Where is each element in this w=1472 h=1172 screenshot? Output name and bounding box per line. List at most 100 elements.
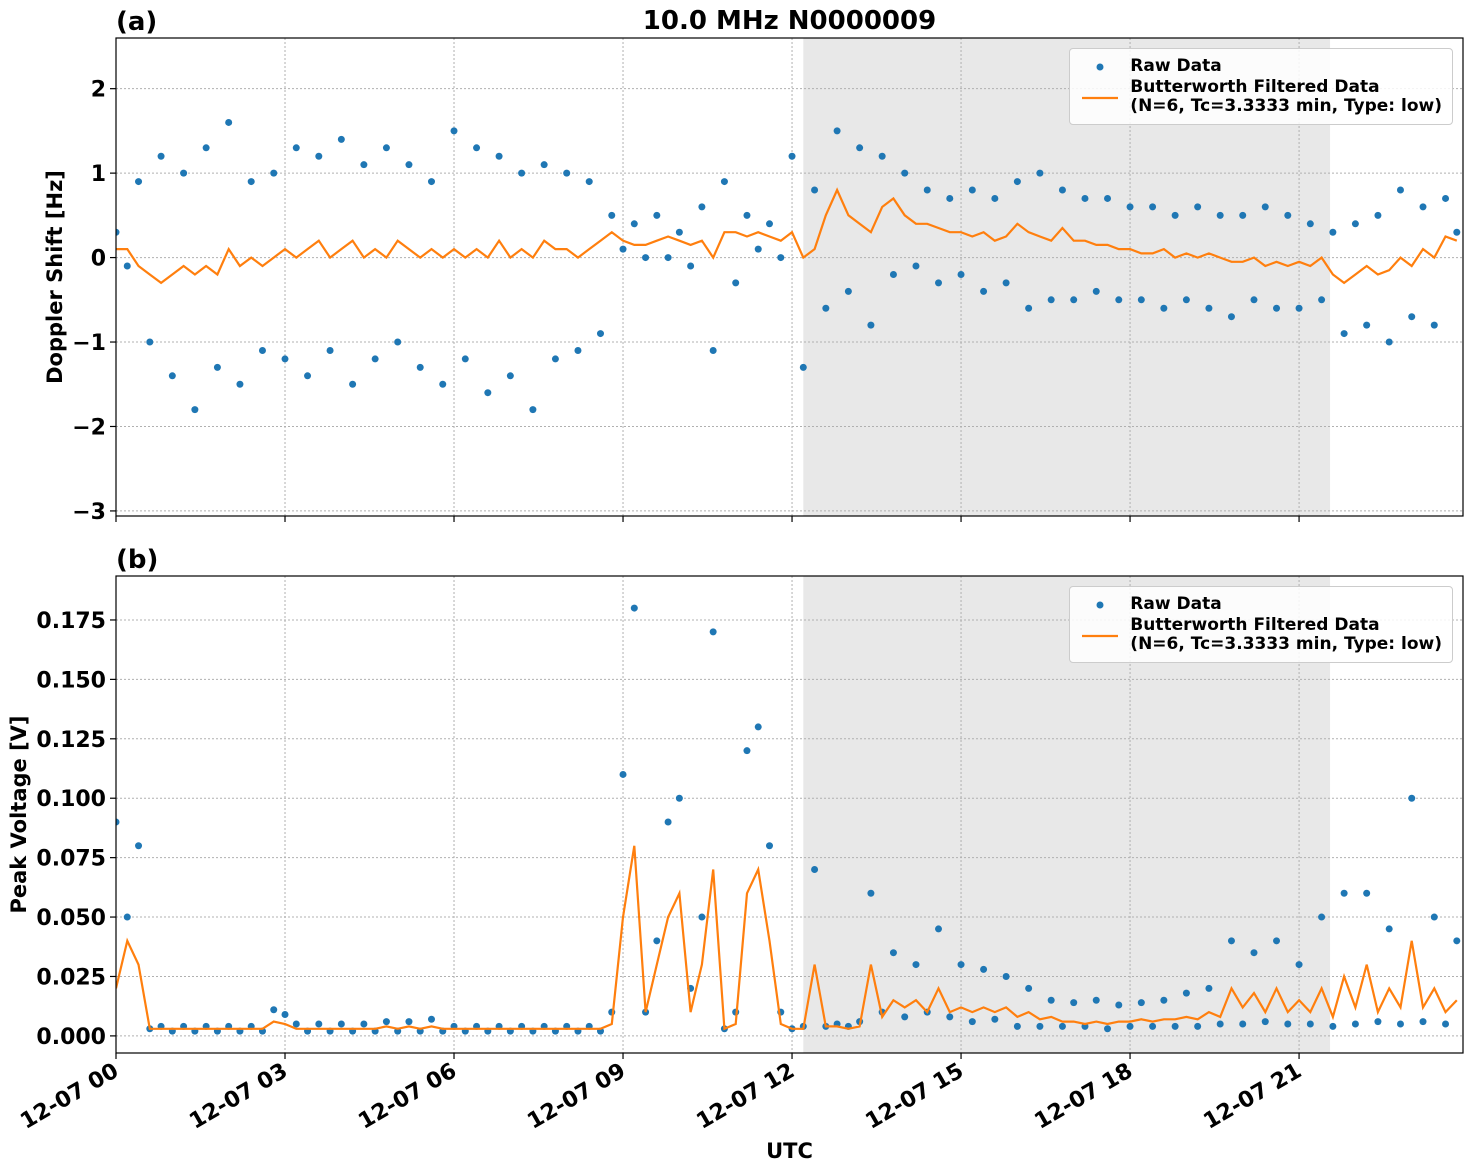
raw-point [1363,889,1371,897]
raw-point [698,913,706,921]
raw-point [1419,203,1427,211]
raw-point [1058,1022,1066,1030]
raw-point [1340,889,1348,897]
raw-point [1013,178,1021,186]
raw-point [799,363,807,371]
raw-point [382,1018,390,1026]
raw-point [551,355,559,363]
raw-point [867,889,875,897]
raw-point [811,186,819,194]
raw-point [450,127,458,135]
x-tick-label: 12-07 00 [16,1059,123,1135]
raw-point [844,287,852,295]
raw-point [1070,296,1078,304]
x-tick-label: 12-07 12 [692,1059,799,1135]
raw-point [1273,304,1281,312]
raw-point [1205,304,1213,312]
raw-point [1137,999,1145,1007]
raw-point [1194,203,1202,211]
raw-point [1408,794,1416,802]
raw-point [1329,1022,1337,1030]
raw-point [461,355,469,363]
raw-point [236,380,244,388]
raw-point [360,1020,368,1028]
y-tick-label: 2 [91,78,106,103]
raw-point [473,144,481,152]
legend-entry: Raw Data [1080,57,1442,76]
raw-point [360,161,368,169]
x-tick-label: 12-07 18 [1030,1059,1137,1135]
plot-area [116,118,1461,414]
raw-point [1430,321,1438,329]
raw-point [191,406,199,414]
raw-point [653,937,661,945]
raw-point [878,152,886,160]
raw-point [1070,999,1078,1007]
raw-point [991,194,999,202]
raw-point [540,161,548,169]
raw-point [292,1020,300,1028]
raw-point [1104,194,1112,202]
raw-point [687,262,695,270]
raw-point [1250,949,1258,957]
legend: Raw Data Butterworth Filtered Data (N=6, … [1069,48,1453,125]
legend-label: Raw Data [1130,56,1222,76]
y-tick-label: 0.125 [36,728,106,753]
panel-label: (a) [116,7,157,37]
legend-key [1080,57,1120,76]
raw-point [1025,304,1033,312]
raw-point [1025,984,1033,992]
raw-point [630,220,638,228]
raw-point [180,169,188,177]
raw-point [596,330,604,338]
y-tick-label: 0.075 [36,847,106,872]
raw-point [304,372,312,380]
chart-title: 10.0 MHz N0000009 [643,6,936,36]
raw-point [315,1020,323,1028]
raw-point [1318,296,1326,304]
raw-point [946,1013,954,1021]
legend-swatch [1096,63,1104,71]
x-tick-label: 12-07 21 [1199,1059,1306,1135]
raw-point [1194,1022,1202,1030]
raw-point [1047,996,1055,1004]
raw-point [743,747,751,755]
raw-point [980,965,988,973]
raw-point [653,211,661,219]
y-tick-label: 0.000 [36,1025,106,1050]
raw-point [1239,211,1247,219]
raw-point [1149,1022,1157,1030]
raw-point [1081,194,1089,202]
y-tick-label: −2 [72,415,106,440]
y-tick-label: −3 [72,500,106,525]
raw-point [1306,220,1314,228]
raw-point [135,842,143,850]
raw-point [608,211,616,219]
legend-key [1080,88,1120,107]
raw-point [1182,989,1190,997]
raw-point [1137,296,1145,304]
raw-point [833,127,841,135]
raw-point [777,254,785,262]
raw-point [1002,972,1010,980]
y-tick-label: 0.175 [36,609,106,634]
raw-point [630,604,638,612]
legend-key [1080,626,1120,645]
raw-point [1227,937,1235,945]
raw-point [1351,220,1359,228]
raw-point [146,338,154,346]
raw-point [1453,937,1461,945]
raw-point [1205,984,1213,992]
raw-point [1036,1022,1044,1030]
raw-point [1351,1020,1359,1028]
raw-point [912,961,920,969]
raw-point [1047,296,1055,304]
raw-point [427,178,435,186]
raw-point [889,949,897,957]
raw-point [957,961,965,969]
raw-point [371,355,379,363]
raw-point [754,245,762,253]
raw-point [1149,203,1157,211]
legend-label: Butterworth Filtered Data (N=6, Tc=3.333… [1130,615,1442,654]
raw-point [1363,321,1371,329]
